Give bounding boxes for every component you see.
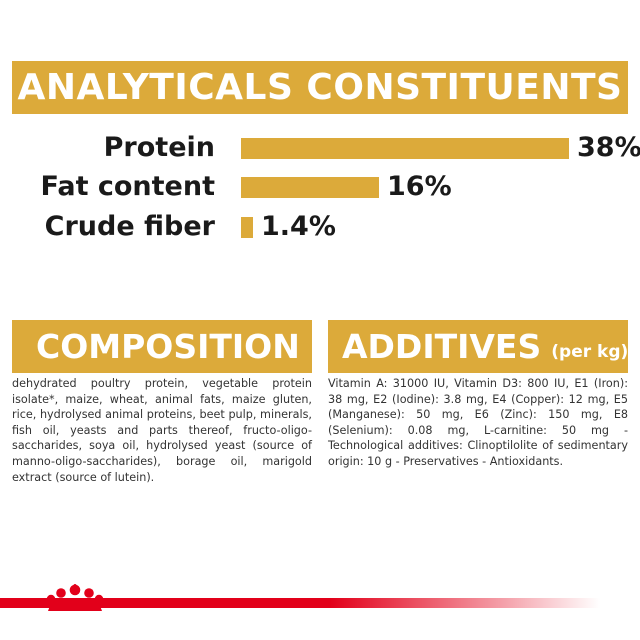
analytics-row-bar [241, 138, 569, 159]
additives-unit: (per kg) [551, 341, 629, 362]
analytics-row-label: Protein [103, 132, 215, 163]
analytics-banner: ANALYTICALS CONSTITUENTS [12, 61, 628, 114]
crown-logo-icon [46, 584, 104, 611]
analytics-title: ANALYTICALS CONSTITUENTS [17, 67, 623, 108]
analytics-row: Crude fiber 1.4% [0, 207, 640, 247]
analytics-row-label: Fat content [40, 171, 215, 202]
composition-text: dehydrated poultry protein, vegetable pr… [12, 377, 312, 484]
analytics-row: Protein 38% [0, 128, 640, 168]
additives-banner: ADDITIVES (per kg) [328, 320, 628, 373]
analytics-row-value: 16% [387, 171, 452, 202]
analytics-row-value: 1.4% [261, 211, 336, 242]
brand-stripe [0, 598, 600, 608]
analytics-row-label: Crude fiber [44, 211, 215, 242]
analytics-row-bar [241, 217, 253, 238]
composition-banner: COMPOSITION [12, 320, 312, 373]
analytics-row-value: 38% [577, 132, 640, 163]
composition-title: COMPOSITION [36, 327, 300, 366]
additives-title: ADDITIVES [342, 327, 542, 366]
additives-text: Vitamin A: 31000 IU, Vitamin D3: 800 IU,… [328, 377, 628, 468]
analytics-row-bar [241, 177, 379, 198]
analytics-row: Fat content 16% [0, 167, 640, 207]
